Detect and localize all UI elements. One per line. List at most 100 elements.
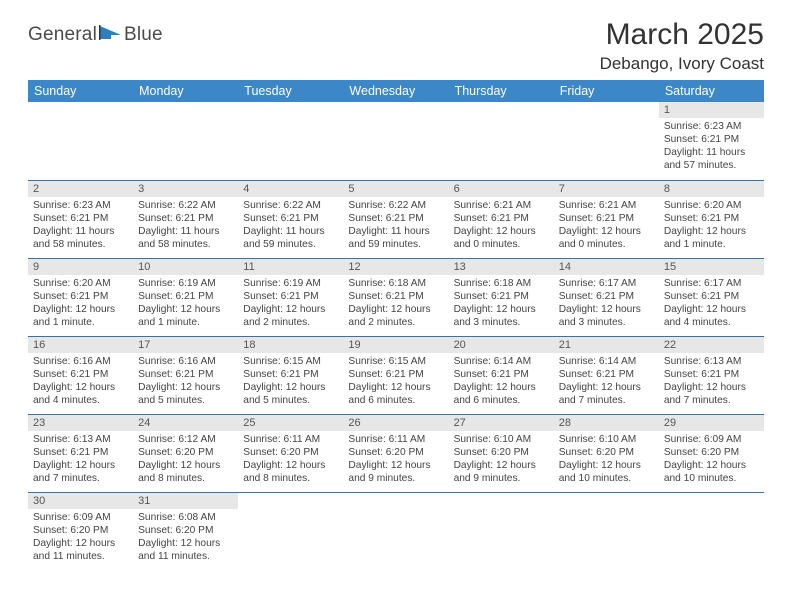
- day-details: Sunrise: 6:14 AMSunset: 6:21 PMDaylight:…: [449, 353, 554, 410]
- weekday-header: Thursday: [449, 80, 554, 102]
- day-details: Sunrise: 6:09 AMSunset: 6:20 PMDaylight:…: [28, 509, 133, 566]
- day-number: 12: [343, 259, 448, 275]
- day-number: 19: [343, 337, 448, 353]
- calendar-row: ............1Sunrise: 6:23 AMSunset: 6:2…: [28, 102, 764, 180]
- day-number: 16: [28, 337, 133, 353]
- day-number: 3: [133, 181, 238, 197]
- calendar-cell: 1Sunrise: 6:23 AMSunset: 6:21 PMDaylight…: [659, 102, 764, 180]
- calendar-cell: 5Sunrise: 6:22 AMSunset: 6:21 PMDaylight…: [343, 180, 448, 258]
- day-number: 29: [659, 415, 764, 431]
- day-details: Sunrise: 6:09 AMSunset: 6:20 PMDaylight:…: [659, 431, 764, 488]
- calendar-cell: 11Sunrise: 6:19 AMSunset: 6:21 PMDayligh…: [238, 258, 343, 336]
- day-details: Sunrise: 6:22 AMSunset: 6:21 PMDaylight:…: [238, 197, 343, 254]
- day-number: 11: [238, 259, 343, 275]
- day-details: Sunrise: 6:23 AMSunset: 6:21 PMDaylight:…: [28, 197, 133, 254]
- calendar-cell: ..: [238, 492, 343, 570]
- calendar-cell: 4Sunrise: 6:22 AMSunset: 6:21 PMDaylight…: [238, 180, 343, 258]
- calendar-cell: ..: [659, 492, 764, 570]
- day-details: Sunrise: 6:21 AMSunset: 6:21 PMDaylight:…: [554, 197, 659, 254]
- day-details: Sunrise: 6:15 AMSunset: 6:21 PMDaylight:…: [238, 353, 343, 410]
- day-details: Sunrise: 6:16 AMSunset: 6:21 PMDaylight:…: [133, 353, 238, 410]
- day-details: Sunrise: 6:10 AMSunset: 6:20 PMDaylight:…: [449, 431, 554, 488]
- calendar-cell: ..: [133, 102, 238, 180]
- day-details: Sunrise: 6:19 AMSunset: 6:21 PMDaylight:…: [133, 275, 238, 332]
- calendar-cell: ..: [28, 102, 133, 180]
- day-number: 18: [238, 337, 343, 353]
- day-details: Sunrise: 6:18 AMSunset: 6:21 PMDaylight:…: [449, 275, 554, 332]
- calendar-cell: 26Sunrise: 6:11 AMSunset: 6:20 PMDayligh…: [343, 414, 448, 492]
- calendar-cell: 21Sunrise: 6:14 AMSunset: 6:21 PMDayligh…: [554, 336, 659, 414]
- day-details: Sunrise: 6:18 AMSunset: 6:21 PMDaylight:…: [343, 275, 448, 332]
- day-number: 26: [343, 415, 448, 431]
- brand-text-1: General: [28, 24, 97, 46]
- day-details: Sunrise: 6:13 AMSunset: 6:21 PMDaylight:…: [659, 353, 764, 410]
- weekday-header: Sunday: [28, 80, 133, 102]
- day-details: Sunrise: 6:15 AMSunset: 6:21 PMDaylight:…: [343, 353, 448, 410]
- flag-icon: [99, 25, 123, 46]
- month-title: March 2025: [600, 18, 764, 52]
- day-number: 6: [449, 181, 554, 197]
- calendar-cell: ..: [449, 102, 554, 180]
- day-details: Sunrise: 6:20 AMSunset: 6:21 PMDaylight:…: [659, 197, 764, 254]
- calendar-cell: 14Sunrise: 6:17 AMSunset: 6:21 PMDayligh…: [554, 258, 659, 336]
- weekday-header: Monday: [133, 80, 238, 102]
- calendar-cell: 2Sunrise: 6:23 AMSunset: 6:21 PMDaylight…: [28, 180, 133, 258]
- day-number: 10: [133, 259, 238, 275]
- day-number: 27: [449, 415, 554, 431]
- calendar-cell: 15Sunrise: 6:17 AMSunset: 6:21 PMDayligh…: [659, 258, 764, 336]
- day-details: Sunrise: 6:22 AMSunset: 6:21 PMDaylight:…: [343, 197, 448, 254]
- calendar-cell: ..: [238, 102, 343, 180]
- day-details: Sunrise: 6:14 AMSunset: 6:21 PMDaylight:…: [554, 353, 659, 410]
- day-details: Sunrise: 6:10 AMSunset: 6:20 PMDaylight:…: [554, 431, 659, 488]
- calendar-cell: 18Sunrise: 6:15 AMSunset: 6:21 PMDayligh…: [238, 336, 343, 414]
- calendar-cell: 27Sunrise: 6:10 AMSunset: 6:20 PMDayligh…: [449, 414, 554, 492]
- day-number: 17: [133, 337, 238, 353]
- day-number: 9: [28, 259, 133, 275]
- day-number: 20: [449, 337, 554, 353]
- calendar-cell: 12Sunrise: 6:18 AMSunset: 6:21 PMDayligh…: [343, 258, 448, 336]
- weekday-header: Saturday: [659, 80, 764, 102]
- calendar-cell: ..: [343, 492, 448, 570]
- weekday-header: Friday: [554, 80, 659, 102]
- day-number: 21: [554, 337, 659, 353]
- calendar-cell: 9Sunrise: 6:20 AMSunset: 6:21 PMDaylight…: [28, 258, 133, 336]
- header: General Blue March 2025 Debango, Ivory C…: [28, 18, 764, 74]
- calendar-table: Sunday Monday Tuesday Wednesday Thursday…: [28, 80, 764, 570]
- calendar-cell: 8Sunrise: 6:20 AMSunset: 6:21 PMDaylight…: [659, 180, 764, 258]
- day-details: Sunrise: 6:23 AMSunset: 6:21 PMDaylight:…: [659, 118, 764, 175]
- day-details: Sunrise: 6:12 AMSunset: 6:20 PMDaylight:…: [133, 431, 238, 488]
- day-details: Sunrise: 6:11 AMSunset: 6:20 PMDaylight:…: [343, 431, 448, 488]
- calendar-cell: 3Sunrise: 6:22 AMSunset: 6:21 PMDaylight…: [133, 180, 238, 258]
- brand-logo: General Blue: [28, 24, 163, 46]
- calendar-cell: 22Sunrise: 6:13 AMSunset: 6:21 PMDayligh…: [659, 336, 764, 414]
- day-details: Sunrise: 6:11 AMSunset: 6:20 PMDaylight:…: [238, 431, 343, 488]
- day-details: Sunrise: 6:16 AMSunset: 6:21 PMDaylight:…: [28, 353, 133, 410]
- day-number: 4: [238, 181, 343, 197]
- day-number: 8: [659, 181, 764, 197]
- calendar-row: 2Sunrise: 6:23 AMSunset: 6:21 PMDaylight…: [28, 180, 764, 258]
- weekday-header: Wednesday: [343, 80, 448, 102]
- day-number: 23: [28, 415, 133, 431]
- calendar-cell: 20Sunrise: 6:14 AMSunset: 6:21 PMDayligh…: [449, 336, 554, 414]
- calendar-cell: 23Sunrise: 6:13 AMSunset: 6:21 PMDayligh…: [28, 414, 133, 492]
- calendar-cell: 7Sunrise: 6:21 AMSunset: 6:21 PMDaylight…: [554, 180, 659, 258]
- day-number: 1: [659, 102, 764, 118]
- day-number: 28: [554, 415, 659, 431]
- calendar-cell: 31Sunrise: 6:08 AMSunset: 6:20 PMDayligh…: [133, 492, 238, 570]
- calendar-cell: ..: [449, 492, 554, 570]
- day-details: Sunrise: 6:17 AMSunset: 6:21 PMDaylight:…: [554, 275, 659, 332]
- calendar-cell: 10Sunrise: 6:19 AMSunset: 6:21 PMDayligh…: [133, 258, 238, 336]
- calendar-row: 9Sunrise: 6:20 AMSunset: 6:21 PMDaylight…: [28, 258, 764, 336]
- calendar-cell: 16Sunrise: 6:16 AMSunset: 6:21 PMDayligh…: [28, 336, 133, 414]
- calendar-row: 23Sunrise: 6:13 AMSunset: 6:21 PMDayligh…: [28, 414, 764, 492]
- calendar-cell: 17Sunrise: 6:16 AMSunset: 6:21 PMDayligh…: [133, 336, 238, 414]
- day-number: 5: [343, 181, 448, 197]
- calendar-row: 30Sunrise: 6:09 AMSunset: 6:20 PMDayligh…: [28, 492, 764, 570]
- calendar-cell: 28Sunrise: 6:10 AMSunset: 6:20 PMDayligh…: [554, 414, 659, 492]
- day-details: Sunrise: 6:08 AMSunset: 6:20 PMDaylight:…: [133, 509, 238, 566]
- calendar-cell: 6Sunrise: 6:21 AMSunset: 6:21 PMDaylight…: [449, 180, 554, 258]
- weekday-header: Tuesday: [238, 80, 343, 102]
- day-number: 31: [133, 493, 238, 509]
- calendar-cell: 29Sunrise: 6:09 AMSunset: 6:20 PMDayligh…: [659, 414, 764, 492]
- day-number: 14: [554, 259, 659, 275]
